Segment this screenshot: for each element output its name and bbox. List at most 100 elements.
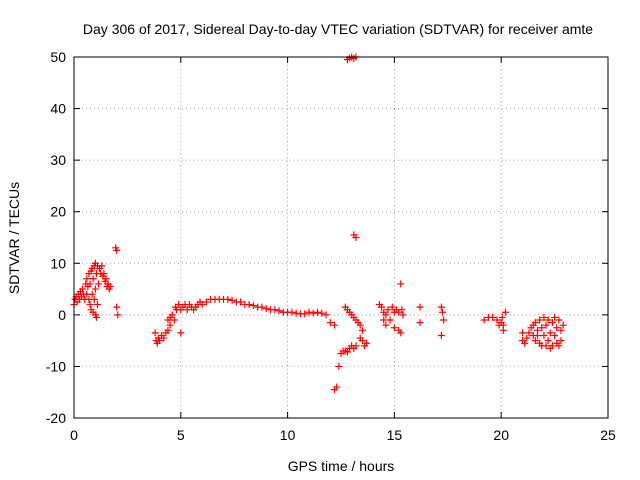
x-tick-label: 25 (600, 427, 616, 443)
plot-frame (73, 56, 609, 419)
data-point (540, 313, 548, 321)
data-point (480, 316, 488, 324)
data-point (249, 302, 257, 310)
y-tick-labels: -20 -10 0 10 20 30 40 50 (46, 49, 66, 426)
x-tick-labels: 0 5 10 15 20 25 (70, 427, 616, 443)
data-point (397, 329, 405, 337)
data-point (358, 326, 366, 334)
data-point (318, 309, 326, 317)
data-point (438, 308, 446, 316)
data-point (262, 305, 270, 313)
data-point (91, 285, 99, 293)
x-tick-label: 15 (387, 427, 403, 443)
data-point (555, 316, 563, 324)
data-point (557, 337, 565, 345)
y-tick-label: 0 (58, 307, 66, 323)
data-point (398, 306, 406, 314)
data-point (335, 362, 343, 370)
data-point (198, 301, 206, 309)
data-point (416, 303, 424, 311)
data-point (151, 329, 159, 337)
data-point (531, 319, 539, 327)
x-tick-label: 0 (70, 427, 78, 443)
y-tick-label: 20 (50, 204, 66, 220)
data-point (90, 295, 98, 303)
y-tick-label: 40 (50, 101, 66, 117)
data-point (384, 306, 392, 314)
data-point (557, 326, 565, 334)
data-point (534, 331, 542, 339)
data-point (440, 316, 448, 324)
data-point (548, 319, 556, 327)
data-point (288, 308, 296, 316)
data-point (331, 321, 339, 329)
data-point (356, 334, 364, 342)
data-point (382, 321, 390, 329)
data-point (437, 331, 445, 339)
data-point (106, 282, 114, 290)
data-point (170, 316, 178, 324)
axis-ticks (73, 56, 609, 419)
data-point (489, 313, 497, 321)
data-point (343, 348, 351, 356)
data-point (356, 321, 364, 329)
data-point (326, 319, 334, 327)
data-point (89, 275, 97, 283)
data-point (95, 280, 103, 288)
data-point (309, 309, 317, 317)
data-point (363, 339, 371, 347)
data-point (519, 329, 527, 337)
data-point (523, 334, 531, 342)
data-point (314, 308, 322, 316)
x-tick-label: 5 (177, 427, 185, 443)
data-point (546, 329, 554, 337)
x-axis-label: GPS time / hours (288, 458, 395, 474)
data-point (521, 339, 529, 347)
data-point (382, 311, 390, 319)
data-point (305, 308, 313, 316)
data-point (493, 316, 501, 324)
data-point (399, 311, 407, 319)
data-point (202, 298, 210, 306)
data-point (245, 301, 253, 309)
data-point (175, 301, 183, 309)
data-point (79, 285, 87, 293)
data-point (155, 337, 163, 345)
data-point (113, 303, 121, 311)
data-point (301, 310, 309, 318)
data-point (551, 313, 559, 321)
data-point (544, 316, 552, 324)
data-point (388, 303, 396, 311)
data-point (437, 303, 445, 311)
data-point (380, 316, 388, 324)
data-point (271, 306, 279, 314)
data-point (88, 290, 96, 298)
data-point (498, 313, 506, 321)
data-point (93, 301, 101, 309)
data-point (164, 326, 172, 334)
data-point (275, 307, 283, 315)
data-point (559, 321, 567, 329)
data-point (113, 246, 121, 254)
data-point (333, 383, 341, 391)
data-point (160, 334, 168, 342)
data-point (98, 262, 106, 270)
data-point (544, 337, 552, 345)
data-point (114, 311, 122, 319)
data-point (224, 295, 232, 303)
data-point (83, 275, 91, 283)
data-point (166, 321, 174, 329)
data-point (553, 324, 561, 332)
data-point (397, 280, 405, 288)
data-point (177, 329, 185, 337)
data-point (183, 306, 191, 314)
data-point (378, 303, 386, 311)
data-point (555, 342, 563, 350)
data-point (237, 298, 245, 306)
data-point (86, 301, 94, 309)
grid (74, 57, 608, 418)
data-point (538, 342, 546, 350)
data-point (228, 296, 236, 304)
data-point (86, 280, 94, 288)
data-point (390, 324, 398, 332)
